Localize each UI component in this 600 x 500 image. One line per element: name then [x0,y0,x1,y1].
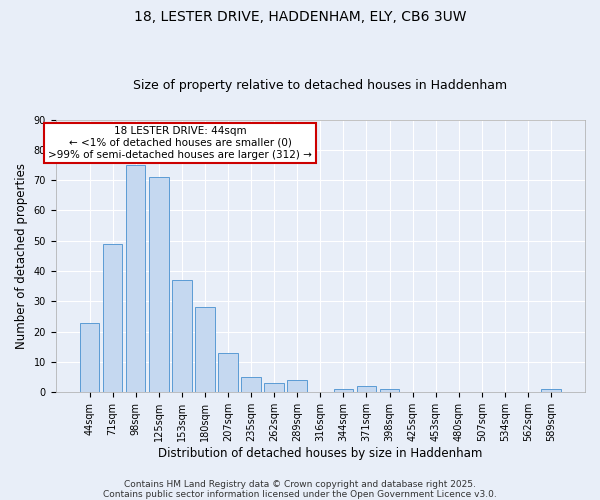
Bar [172,280,191,392]
Text: 18, LESTER DRIVE, HADDENHAM, ELY, CB6 3UW: 18, LESTER DRIVE, HADDENHAM, ELY, CB6 3U… [134,10,466,24]
X-axis label: Distribution of detached houses by size in Haddenham: Distribution of detached houses by size … [158,447,482,460]
Bar [195,308,215,392]
Bar [218,353,238,393]
Bar [103,244,122,392]
Bar [356,386,376,392]
Bar [149,177,169,392]
Text: 18 LESTER DRIVE: 44sqm
← <1% of detached houses are smaller (0)
>99% of semi-det: 18 LESTER DRIVE: 44sqm ← <1% of detached… [48,126,312,160]
Bar [541,390,561,392]
Title: Size of property relative to detached houses in Haddenham: Size of property relative to detached ho… [133,79,508,92]
Bar [265,384,284,392]
Y-axis label: Number of detached properties: Number of detached properties [15,163,28,349]
Bar [241,377,261,392]
Bar [287,380,307,392]
Bar [80,322,100,392]
Bar [334,390,353,392]
Bar [380,390,400,392]
Bar [126,165,145,392]
Text: Contains HM Land Registry data © Crown copyright and database right 2025.
Contai: Contains HM Land Registry data © Crown c… [103,480,497,499]
